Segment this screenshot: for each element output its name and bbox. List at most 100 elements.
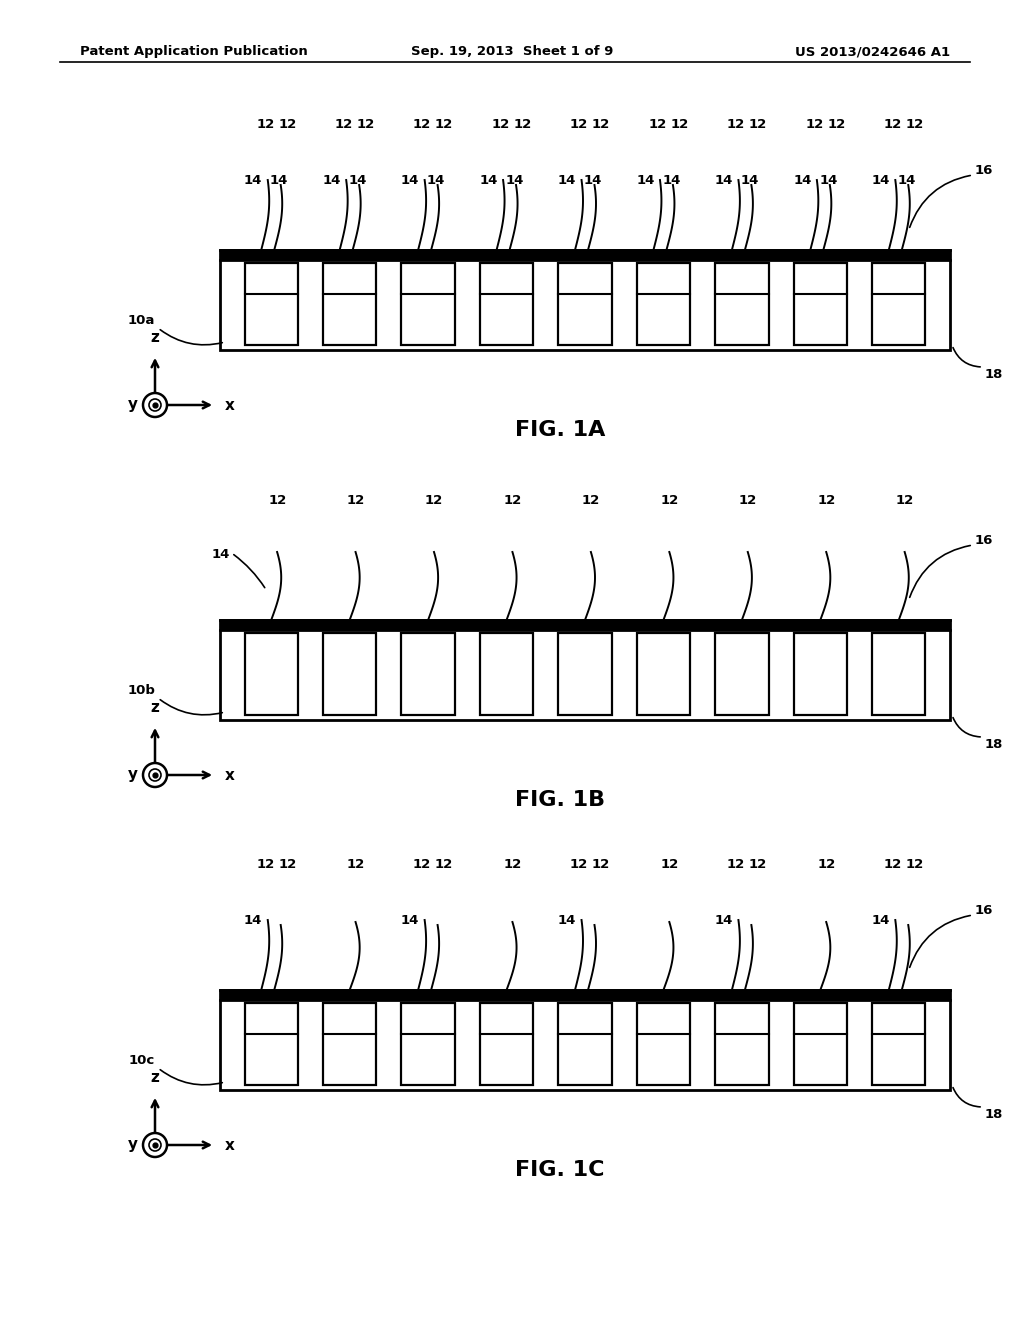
Text: 12: 12 <box>356 119 375 132</box>
Text: 12: 12 <box>884 119 902 132</box>
Bar <box>480 634 534 715</box>
Text: 12: 12 <box>279 119 296 132</box>
Bar <box>220 990 950 1001</box>
Circle shape <box>143 1133 167 1158</box>
Text: 12: 12 <box>256 858 274 871</box>
Bar <box>323 634 377 715</box>
Text: 14: 14 <box>211 549 229 561</box>
Text: 12: 12 <box>256 119 274 132</box>
Text: 12: 12 <box>749 119 767 132</box>
Text: z: z <box>151 700 160 715</box>
Text: FIG. 1B: FIG. 1B <box>515 789 605 810</box>
Text: z: z <box>151 330 160 345</box>
Text: 10a: 10a <box>128 314 155 326</box>
Text: 12: 12 <box>504 858 521 871</box>
Text: 12: 12 <box>896 494 913 507</box>
Text: 14: 14 <box>558 173 577 186</box>
Bar <box>872 634 926 715</box>
Bar <box>872 263 926 345</box>
Text: 12: 12 <box>727 858 745 871</box>
Text: 12: 12 <box>492 119 510 132</box>
Bar <box>401 263 455 345</box>
Text: Sep. 19, 2013  Sheet 1 of 9: Sep. 19, 2013 Sheet 1 of 9 <box>411 45 613 58</box>
Bar <box>715 634 769 715</box>
Bar <box>558 634 611 715</box>
Text: 18: 18 <box>985 368 1004 381</box>
Text: 12: 12 <box>905 119 924 132</box>
Text: 12: 12 <box>671 119 688 132</box>
Text: 10b: 10b <box>127 684 155 697</box>
Bar <box>245 634 298 715</box>
Text: y: y <box>128 397 138 412</box>
Text: 12: 12 <box>817 858 836 871</box>
Text: 12: 12 <box>346 494 365 507</box>
Text: z: z <box>151 1071 160 1085</box>
Bar <box>794 634 847 715</box>
Text: 12: 12 <box>346 858 365 871</box>
Bar <box>872 1003 926 1085</box>
Text: 14: 14 <box>715 173 733 186</box>
Bar <box>637 263 690 345</box>
Text: 12: 12 <box>413 119 431 132</box>
Bar <box>220 620 950 719</box>
Text: 18: 18 <box>985 1109 1004 1122</box>
Text: 14: 14 <box>479 173 498 186</box>
Text: FIG. 1C: FIG. 1C <box>515 1160 605 1180</box>
Text: 12: 12 <box>413 858 431 871</box>
Text: Patent Application Publication: Patent Application Publication <box>80 45 308 58</box>
Text: 12: 12 <box>425 494 443 507</box>
Text: 14: 14 <box>244 913 262 927</box>
Text: 12: 12 <box>827 119 846 132</box>
Text: 12: 12 <box>817 494 836 507</box>
Circle shape <box>143 393 167 417</box>
Text: 14: 14 <box>584 173 602 186</box>
Bar <box>558 263 611 345</box>
Text: 14: 14 <box>401 913 419 927</box>
Text: US 2013/0242646 A1: US 2013/0242646 A1 <box>795 45 950 58</box>
Bar <box>480 1003 534 1085</box>
Text: 14: 14 <box>663 173 681 186</box>
Bar <box>794 263 847 345</box>
Bar <box>323 1003 377 1085</box>
Text: 12: 12 <box>435 858 454 871</box>
Text: 12: 12 <box>749 858 767 871</box>
Text: 14: 14 <box>871 173 890 186</box>
Text: 12: 12 <box>513 119 531 132</box>
Text: x: x <box>225 1138 234 1152</box>
Text: 12: 12 <box>504 494 521 507</box>
Text: 12: 12 <box>648 119 667 132</box>
Bar <box>245 1003 298 1085</box>
Bar <box>794 1003 847 1085</box>
Text: 12: 12 <box>660 494 679 507</box>
Bar <box>220 249 950 260</box>
Text: 12: 12 <box>805 119 823 132</box>
Text: 10c: 10c <box>129 1053 155 1067</box>
Text: 12: 12 <box>268 494 287 507</box>
Bar <box>323 263 377 345</box>
Text: y: y <box>128 1138 138 1152</box>
Text: 14: 14 <box>898 173 915 186</box>
Text: x: x <box>225 767 234 783</box>
Bar <box>220 249 950 350</box>
Text: 14: 14 <box>323 173 341 186</box>
Text: FIG. 1A: FIG. 1A <box>515 420 605 440</box>
Text: 14: 14 <box>270 173 289 186</box>
Text: 12: 12 <box>570 119 588 132</box>
Bar <box>637 634 690 715</box>
Text: 14: 14 <box>715 913 733 927</box>
Text: 14: 14 <box>427 173 445 186</box>
Text: 12: 12 <box>884 858 902 871</box>
Text: 12: 12 <box>582 494 600 507</box>
Bar <box>480 263 534 345</box>
Text: 12: 12 <box>570 858 588 871</box>
Text: y: y <box>128 767 138 783</box>
Text: 12: 12 <box>905 858 924 871</box>
Text: 12: 12 <box>335 119 353 132</box>
Text: 16: 16 <box>975 903 993 916</box>
Text: 12: 12 <box>592 119 610 132</box>
Text: 14: 14 <box>558 913 577 927</box>
Bar <box>245 263 298 345</box>
Text: 12: 12 <box>660 858 679 871</box>
Text: 12: 12 <box>727 119 745 132</box>
Circle shape <box>143 763 167 787</box>
